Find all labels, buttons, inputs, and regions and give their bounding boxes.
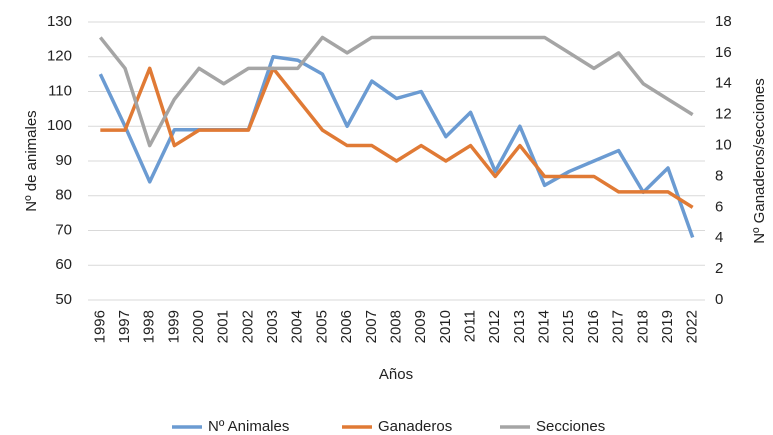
x-tick-label: 2003 bbox=[264, 310, 281, 343]
x-tick-label: 2004 bbox=[289, 310, 306, 343]
y2-tick-label: 2 bbox=[715, 260, 723, 277]
x-tick-label: 1998 bbox=[141, 310, 158, 343]
x-tick-label: 2000 bbox=[190, 310, 207, 343]
series-line bbox=[100, 66, 694, 209]
x-tick-label: 2001 bbox=[215, 310, 232, 343]
x-tick-label: 2012 bbox=[486, 310, 503, 343]
y2-tick-label: 0 bbox=[715, 291, 723, 308]
x-tick-label: 2019 bbox=[659, 310, 676, 343]
series-line bbox=[98, 35, 694, 148]
x-tick-label: 2008 bbox=[387, 310, 404, 343]
y2-tick-label: 6 bbox=[715, 198, 723, 215]
x-tick-label: 1997 bbox=[116, 310, 133, 343]
y-axis-title: Nº de animales bbox=[23, 110, 40, 211]
y-tick-label: 110 bbox=[48, 82, 72, 99]
x-tick-label: 2013 bbox=[511, 310, 528, 343]
y2-axis-title: Nº Ganaderos/secciones bbox=[751, 78, 768, 244]
y2-tick-label: 12 bbox=[715, 106, 732, 123]
x-tick-label: 2017 bbox=[610, 310, 627, 343]
x-tick-label: 2010 bbox=[437, 310, 454, 343]
x-tick-label: 2002 bbox=[239, 310, 256, 343]
y-tick-label: 90 bbox=[55, 152, 72, 169]
x-tick-label: 1999 bbox=[165, 310, 182, 343]
y-tick-label: 120 bbox=[47, 48, 72, 65]
x-tick-label: 2018 bbox=[634, 310, 651, 343]
y2-tick-label: 10 bbox=[715, 137, 732, 154]
y2-tick-label: 18 bbox=[715, 13, 732, 30]
x-tick-label: 2014 bbox=[536, 310, 553, 343]
legend-label: Secciones bbox=[536, 418, 605, 435]
x-tick-label: 2007 bbox=[363, 310, 380, 343]
x-axis-title: Años bbox=[379, 366, 413, 383]
y-tick-label: 50 bbox=[55, 291, 72, 308]
x-tick-label: 2009 bbox=[412, 310, 429, 343]
x-tick-label: 2006 bbox=[338, 310, 355, 343]
x-tick-label: 2005 bbox=[313, 310, 330, 343]
y2-tick-label: 8 bbox=[715, 167, 723, 184]
y-tick-label: 80 bbox=[55, 187, 72, 204]
legend-label: Nº Animales bbox=[208, 418, 289, 435]
legend-label: Ganaderos bbox=[378, 418, 452, 435]
x-tick-label: 2016 bbox=[585, 310, 602, 343]
y-tick-label: 130 bbox=[47, 13, 72, 30]
y2-tick-label: 14 bbox=[715, 75, 732, 92]
x-tick-label: 2022 bbox=[684, 310, 701, 343]
series-line bbox=[98, 55, 695, 239]
y-tick-label: 70 bbox=[55, 221, 72, 238]
y2-tick-label: 4 bbox=[715, 229, 723, 246]
y-tick-label: 60 bbox=[55, 256, 72, 273]
x-tick-label: 1996 bbox=[91, 310, 108, 343]
x-tick-label: 2011 bbox=[462, 310, 479, 342]
y-tick-label: 100 bbox=[47, 117, 72, 134]
y2-tick-label: 16 bbox=[715, 44, 732, 61]
x-tick-label: 2015 bbox=[560, 310, 577, 343]
